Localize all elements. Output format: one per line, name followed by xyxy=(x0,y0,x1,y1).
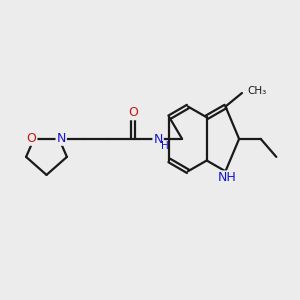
Text: H: H xyxy=(161,140,169,151)
Text: CH₃: CH₃ xyxy=(248,85,267,96)
Text: NH: NH xyxy=(218,171,236,184)
Text: N: N xyxy=(153,133,163,146)
Text: N: N xyxy=(56,132,66,145)
Text: O: O xyxy=(128,106,138,119)
Text: O: O xyxy=(27,132,36,145)
